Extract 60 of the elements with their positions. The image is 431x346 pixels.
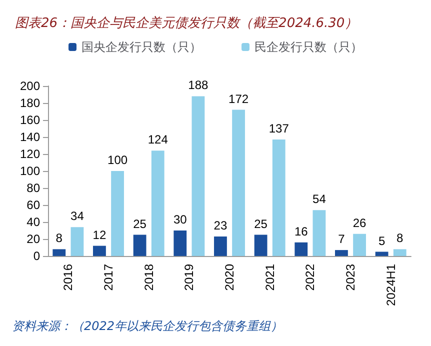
bar — [393, 249, 406, 256]
bar — [375, 252, 388, 256]
data-label: 26 — [352, 216, 367, 230]
bar — [174, 230, 187, 256]
chart-title: 图表26：国央企与民企美元债发行只数（截至2024.6.30） — [15, 15, 358, 31]
data-label: 30 — [173, 212, 188, 226]
x-tick-label: 2017 — [102, 264, 116, 291]
bar — [214, 236, 227, 256]
legend-label: 民企发行只数（只） — [254, 40, 362, 54]
bar — [312, 210, 326, 256]
y-tick-label: 180 — [20, 96, 40, 110]
bar — [52, 249, 66, 256]
y-tick-label: 200 — [20, 79, 40, 93]
bar — [111, 171, 124, 256]
bar — [353, 234, 366, 256]
bar — [151, 150, 164, 256]
bar — [254, 234, 268, 256]
bar — [93, 246, 106, 256]
bar — [294, 242, 308, 256]
data-label: 8 — [56, 231, 63, 246]
data-label: 16 — [294, 224, 308, 238]
bar — [133, 234, 146, 256]
x-tick-label: 2018 — [142, 264, 156, 291]
bar — [192, 96, 205, 256]
data-label: 8 — [396, 231, 404, 246]
data-label: 188 — [188, 78, 209, 92]
data-label: 34 — [70, 209, 84, 224]
data-label: 100 — [108, 153, 128, 167]
bar — [335, 250, 348, 256]
y-tick-label: 140 — [20, 130, 40, 144]
y-tick-label: 80 — [26, 181, 40, 195]
y-tick-label: 100 — [20, 164, 40, 178]
x-tick-label: 2016 — [61, 264, 76, 291]
y-tick-label: 160 — [20, 113, 40, 127]
x-tick-label: 2019 — [182, 264, 196, 291]
bar — [70, 227, 84, 256]
data-label: 25 — [133, 216, 147, 231]
data-label: 137 — [268, 122, 290, 136]
data-label: 172 — [228, 92, 249, 106]
y-tick-label: 120 — [20, 147, 40, 161]
data-label: 54 — [312, 192, 326, 206]
data-label: 7 — [338, 232, 346, 246]
y-tick-label: 40 — [26, 215, 40, 229]
y-tick-label: 0 — [33, 249, 40, 263]
x-tick-label: 2023 — [344, 264, 358, 291]
text: 资料来源：（2022年以来民企发行包含债务重组） — [12, 319, 283, 333]
data-label: 124 — [148, 132, 168, 147]
x-tick-label: 2020 — [222, 264, 236, 291]
y-tick-label: 60 — [26, 198, 40, 212]
x-tick-label: 2021 — [262, 264, 277, 291]
data-label: 23 — [214, 218, 228, 232]
x-tick-label: 2022 — [303, 264, 318, 291]
x-tick-label: 2024H1 — [384, 264, 398, 306]
data-label: 25 — [254, 216, 268, 231]
legend-label: 国央企发行只数（只） — [82, 40, 202, 54]
data-label: 12 — [92, 228, 106, 242]
bar — [272, 140, 286, 256]
data-label: 5 — [378, 234, 386, 248]
y-tick-label: 20 — [26, 232, 40, 246]
bar — [232, 110, 245, 256]
